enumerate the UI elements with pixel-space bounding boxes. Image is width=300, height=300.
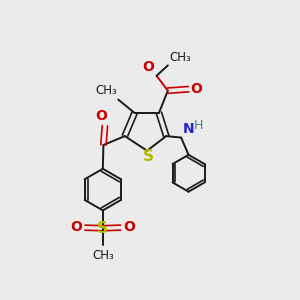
Text: S: S bbox=[97, 221, 108, 236]
Text: O: O bbox=[142, 60, 154, 74]
Text: CH₃: CH₃ bbox=[92, 249, 114, 262]
Text: O: O bbox=[70, 220, 82, 234]
Text: N: N bbox=[182, 122, 194, 136]
Text: O: O bbox=[191, 82, 203, 96]
Text: CH₃: CH₃ bbox=[95, 84, 117, 97]
Text: S: S bbox=[143, 148, 154, 164]
Text: O: O bbox=[124, 220, 136, 234]
Text: O: O bbox=[95, 109, 107, 123]
Text: CH₃: CH₃ bbox=[169, 51, 191, 64]
Text: H: H bbox=[194, 118, 203, 132]
